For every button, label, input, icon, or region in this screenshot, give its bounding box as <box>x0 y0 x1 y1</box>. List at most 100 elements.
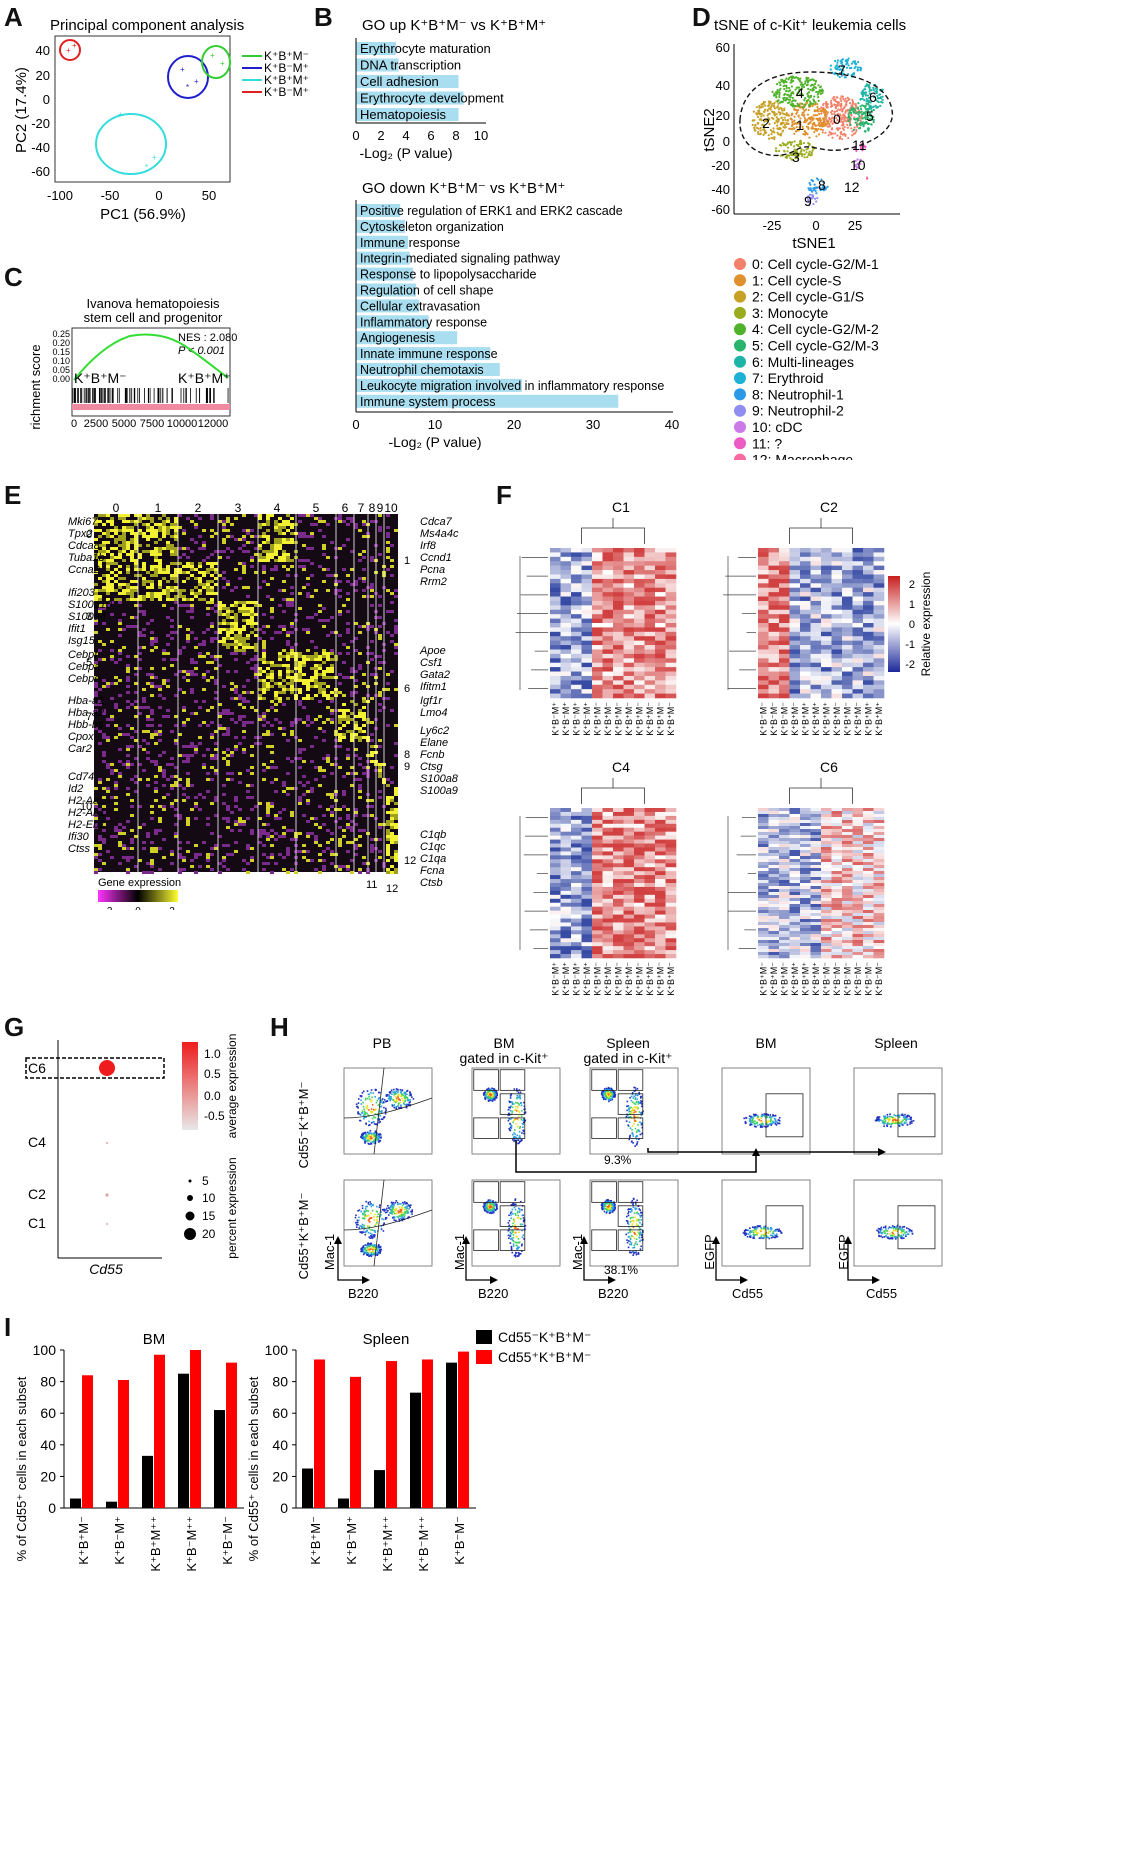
go-up-term: DNA transcription <box>360 58 461 73</box>
cluster-heatmap-sample-label: K⁺B⁺M⁺ <box>811 962 821 996</box>
go-up-xtick: 4 <box>402 128 409 143</box>
pct-expression-tick: 20 <box>202 1227 216 1241</box>
heatmap-right-gene: S100a9 <box>420 785 458 797</box>
relative-expression-tick: 2 <box>909 579 915 591</box>
cluster-heatmap-sample-label: K⁺B⁺M⁻ <box>666 702 676 736</box>
cluster-heatmap-sample-label: K⁺B⁺M⁺ <box>863 702 873 736</box>
heatmap-left-gene: S100a4 <box>68 611 106 623</box>
heatmap-left-gene: Hba-a1 <box>68 695 104 707</box>
go-down-term: Cytoskeleton organization <box>360 220 504 234</box>
bar <box>82 1375 93 1508</box>
pca-title: Principal component analysis <box>50 17 244 34</box>
go-down-xtick: 40 <box>665 417 679 432</box>
cluster-heatmap-sample-label: K⁺B⁻M⁻ <box>821 962 831 996</box>
flow-axis-y: EGFP <box>702 1234 717 1269</box>
cluster-heatmap-sample-label: K⁺B⁺M⁻ <box>666 962 676 996</box>
tsne-ytick: 60 <box>716 40 730 55</box>
go-down-bar <box>356 347 491 361</box>
bar-ylabel: % of Cd55⁺ cells in each subset <box>246 1376 261 1561</box>
svg-text:*: * <box>145 163 148 172</box>
go-down-bar <box>356 251 410 265</box>
pca-ytick: 0 <box>43 92 50 107</box>
gene-expression-legend-tick: -2 <box>104 906 113 910</box>
gsea-ytick: 0.15 <box>52 347 70 357</box>
panel-label-h: H <box>270 1012 289 1042</box>
pct-expression-label: percent expression <box>225 1157 239 1258</box>
cluster-heatmap-sample-label: K⁺B⁻M⁻ <box>863 962 873 996</box>
bar-category-label: K⁺B⁺M⁻ <box>308 1516 323 1565</box>
tsne-legend-item: 10: cDC <box>752 419 803 435</box>
heatmap-left-gene: H2-Ab1 <box>68 807 105 819</box>
cluster-heatmap-sample-label: K⁺B⁻M⁻ <box>779 702 789 736</box>
pct-expression-tick: 10 <box>202 1191 216 1205</box>
tsne-ylabel: tSNE2 <box>701 108 718 151</box>
go-down-bar <box>356 204 401 217</box>
go-down-term: Innate immune response <box>360 347 498 361</box>
avg-expression-tick: 1.0 <box>204 1047 221 1061</box>
tsne-legend-swatch <box>734 290 746 303</box>
heatmap-column-label: 0 <box>113 501 120 515</box>
go-up-xtick: 10 <box>474 128 488 143</box>
dotplot-row-label: C6 <box>28 1060 46 1076</box>
go-up-xtick: 6 <box>427 128 434 143</box>
svg-text:+: + <box>72 41 77 50</box>
go-up-xtick: 8 <box>452 128 459 143</box>
go-enrichment-bars: GO up K⁺B⁺M⁻ vs K⁺B⁺M⁺ Erythrocyte matur… <box>352 17 679 450</box>
heatmap-right-gene: C1qc <box>420 841 446 853</box>
flow-axis-x: Cd55 <box>866 1286 897 1301</box>
cd55-dotplot: C6 C4 C2 C1 Cd55 1.0 0.5 0.0 -0.5 averag… <box>25 1034 239 1277</box>
go-up-xlabel: -Log₂ (P value) <box>359 145 452 161</box>
bar-category-label: K⁺B⁺M⁺⁺ <box>380 1516 395 1572</box>
heatmap-left-gene: Cebpa <box>68 661 100 673</box>
bar-ylabel: % of Cd55⁺ cells in each subset <box>14 1376 29 1561</box>
go-down-bar <box>356 235 409 249</box>
flow-column-title: Spleen <box>874 1035 918 1051</box>
heatmap-right-gene: Pcna <box>420 564 445 576</box>
tsne-ytick: 20 <box>716 108 730 123</box>
cluster-heatmap-sample-label: K⁺B⁺M⁻ <box>790 702 800 736</box>
flow-axis-y: Mac-1 <box>322 1234 337 1270</box>
cluster-heatmap-sample-label: K⁺B⁺M⁻ <box>853 702 863 736</box>
tsne-xlabel: tSNE1 <box>792 235 835 252</box>
dotplot-row-label: C1 <box>28 1215 46 1231</box>
gsea-xtick: 10000 <box>167 418 198 430</box>
pca-xtick: -100 <box>47 188 73 203</box>
heatmap-right-cluster-tag: 12 <box>404 855 416 867</box>
flow-column-title: Spleen <box>606 1035 650 1051</box>
tsne-legend-swatch <box>734 355 746 368</box>
go-down-term: Immune response <box>360 236 460 250</box>
bar-category-label: K⁺B⁻M⁻ <box>452 1516 467 1565</box>
go-down-title: GO down K⁺B⁺M⁻ vs K⁺B⁺M⁺ <box>362 180 565 197</box>
tsne-legend-swatch <box>734 306 746 319</box>
go-down-xtick: 30 <box>586 417 600 432</box>
heatmap-column-label: 7 <box>358 501 365 515</box>
gsea-xtick: 0 <box>71 418 77 430</box>
tsne-cluster-label: 0 <box>833 111 841 127</box>
heatmap-left-gene: Cebpe <box>68 673 100 685</box>
heatmap-left-gene: Ifi30 <box>68 831 90 843</box>
flow-axis-y: Mac-1 <box>452 1234 467 1270</box>
heatmap-left-gene: Isg15 <box>68 635 96 647</box>
tsne-cluster-label: 7 <box>838 62 846 78</box>
bar <box>118 1380 129 1508</box>
cluster-heatmap-sample-label: K⁺B⁻M⁺ <box>582 962 592 996</box>
tsne-legend-item: 3: Monocyte <box>752 305 828 321</box>
svg-text:+: + <box>220 59 225 68</box>
cluster-heatmap-sample-label: K⁺B⁺M⁻ <box>779 962 789 996</box>
cluster-heatmap-sample-label: K⁺B⁺M⁻ <box>613 702 623 736</box>
cluster-heatmap-sample-label: K⁺B⁺M⁻ <box>758 962 768 996</box>
cluster-heatmap-sample-label: K⁺B⁺M⁻ <box>645 702 655 736</box>
heatmap-left-cluster-tag: 3 <box>86 611 92 623</box>
svg-text:+: + <box>210 51 215 60</box>
flow-row-label: Cd55⁺K⁺B⁺M⁻ <box>296 1193 311 1280</box>
pca-legend-item: K⁺B⁻M⁺⁺ <box>264 85 310 99</box>
go-down-term: Positive regulation of ERK1 and ERK2 cas… <box>360 204 623 218</box>
flow-column-title: PB <box>373 1035 392 1051</box>
heatmap-column-label: 4 <box>274 501 281 515</box>
bar <box>106 1501 117 1508</box>
heatmap-right-gene: C1qb <box>420 829 446 841</box>
heatmap-left-gene: Cdca8 <box>68 540 101 552</box>
bar-ytick: 80 <box>40 1374 56 1390</box>
pca-ytick: -40 <box>31 140 50 155</box>
cluster-heatmap-sample-label: K⁺B⁻M⁻ <box>758 702 768 736</box>
